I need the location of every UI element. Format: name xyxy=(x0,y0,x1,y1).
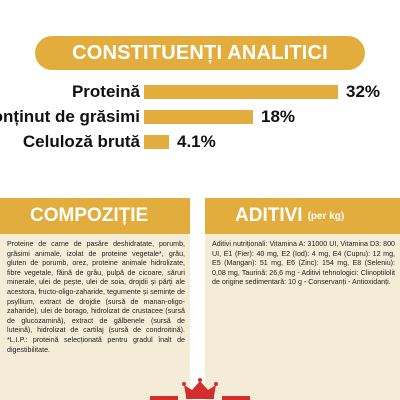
analytic-value: 32% xyxy=(346,82,381,101)
analytic-bar xyxy=(144,110,253,124)
composition-panel: COMPOZIȚIE Proteine de carne de pasăre d… xyxy=(0,198,190,400)
analytic-label: Conținut de grăsimi xyxy=(0,107,140,126)
additives-title: ADITIVI xyxy=(235,205,303,226)
analytic-bar xyxy=(144,135,169,149)
analytic-row-fibre: Celuloză brută 4.1% xyxy=(0,130,400,154)
analytic-value: 18% xyxy=(261,107,296,126)
additives-panel: ADITIVI (per kg) Aditivi nutriționali: V… xyxy=(205,198,400,400)
analytic-title-banner: CONSTITUENȚI ANALITICI xyxy=(35,36,365,70)
analytic-label: Celuloză brută xyxy=(22,132,140,151)
analytic-label: Proteină xyxy=(71,82,140,101)
analytic-bar xyxy=(144,85,338,99)
analytic-title: CONSTITUENȚI ANALITICI xyxy=(72,41,328,64)
additives-header: ADITIVI (per kg) xyxy=(205,198,400,234)
brand-line-right xyxy=(222,396,250,400)
composition-title: COMPOZIȚIE xyxy=(30,205,149,226)
brand-line-left xyxy=(150,396,178,400)
analytic-value: 4.1% xyxy=(177,132,216,151)
analytic-row-protein: Proteină 32% xyxy=(0,80,400,104)
composition-text: Proteine de carne de pasăre deshidratate… xyxy=(7,240,185,354)
crown-logo-icon xyxy=(182,378,218,399)
additives-subtitle: (per kg) xyxy=(307,210,345,222)
additives-text: Aditivi nutriționali: Vitamina A: 31000 … xyxy=(212,240,395,287)
composition-header: COMPOZIȚIE xyxy=(0,198,190,234)
analytic-row-fat: Conținut de grăsimi 18% xyxy=(0,105,400,129)
